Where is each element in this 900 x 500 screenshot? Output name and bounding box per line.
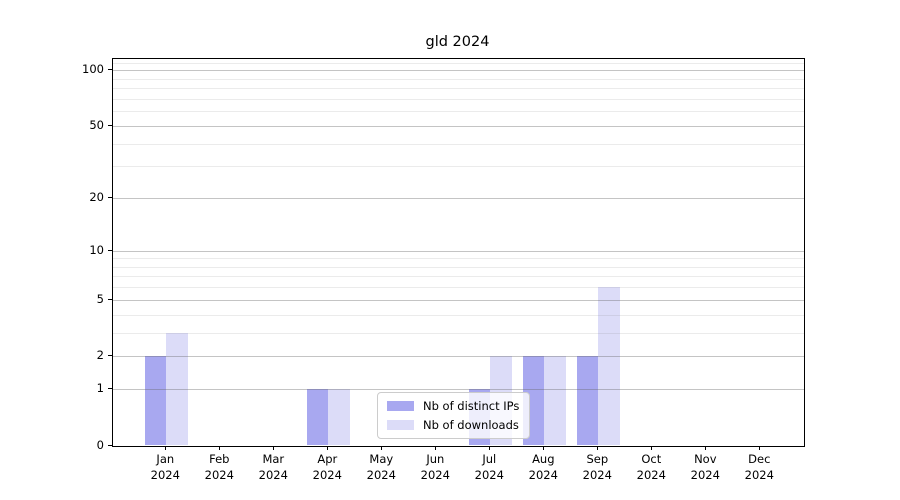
x-tick-label-jul: Jul 2024 bbox=[459, 452, 519, 483]
x-tick-label-jun: Jun 2024 bbox=[405, 452, 465, 483]
x-tick-month: Jul bbox=[482, 452, 497, 466]
y-tick-label: 10 bbox=[89, 242, 104, 257]
bar-downloads-apr bbox=[328, 389, 350, 446]
x-tick-mark bbox=[759, 445, 761, 450]
bar-distinct-ips-sep bbox=[576, 356, 599, 446]
x-tick-mark bbox=[327, 445, 329, 450]
x-tick-month: Aug bbox=[532, 452, 555, 466]
y-tick-label: 2 bbox=[96, 348, 104, 363]
x-tick-mark bbox=[597, 445, 599, 450]
legend-layer: Nb of distinct IPs Nb of downloads bbox=[113, 59, 804, 446]
y-tick-mark bbox=[108, 298, 112, 300]
x-tick-mark bbox=[165, 445, 167, 450]
x-tick-year: 2024 bbox=[204, 467, 234, 482]
x-tick-mark bbox=[381, 445, 383, 450]
legend-row: Nb of distinct IPs bbox=[387, 399, 519, 413]
plot-area: Nb of distinct IPs Nb of downloads bbox=[112, 58, 805, 447]
legend: Nb of distinct IPs Nb of downloads bbox=[377, 392, 531, 439]
x-tick-month: Jun bbox=[426, 452, 445, 466]
y-tick-mark bbox=[108, 196, 112, 198]
y-tick-mark bbox=[108, 124, 112, 126]
x-tick-year: 2024 bbox=[528, 467, 558, 482]
x-tick-month: Apr bbox=[317, 452, 338, 466]
bar-distinct-ips-apr bbox=[306, 389, 329, 446]
x-tick-mark bbox=[273, 445, 275, 450]
x-tick-month: May bbox=[369, 452, 394, 466]
legend-swatch-icon bbox=[387, 420, 414, 430]
bar-downloads-sep bbox=[598, 287, 620, 446]
x-tick-mark bbox=[651, 445, 653, 450]
chart-title: gld 2024 bbox=[425, 34, 490, 50]
x-tick-mark bbox=[489, 445, 491, 450]
bar-distinct-ips-jan bbox=[144, 356, 167, 446]
x-tick-label-nov: Nov 2024 bbox=[675, 452, 735, 483]
x-tick-mark bbox=[219, 445, 221, 450]
x-tick-year: 2024 bbox=[636, 467, 666, 482]
x-tick-year: 2024 bbox=[420, 467, 450, 482]
x-tick-label-aug: Aug 2024 bbox=[513, 452, 573, 483]
y-tick-mark bbox=[108, 444, 112, 446]
x-tick-year: 2024 bbox=[474, 467, 504, 482]
bar-downloads-jan bbox=[166, 332, 188, 446]
legend-label: Nb of downloads bbox=[423, 418, 519, 432]
x-tick-month: Feb bbox=[209, 452, 230, 466]
y-tick-mark bbox=[108, 69, 112, 71]
x-tick-month: Oct bbox=[641, 452, 662, 466]
x-tick-mark bbox=[435, 445, 437, 450]
x-tick-label-dec: Dec 2024 bbox=[729, 452, 789, 483]
x-tick-label-apr: Apr 2024 bbox=[297, 452, 357, 483]
x-tick-label-feb: Feb 2024 bbox=[189, 452, 249, 483]
x-tick-year: 2024 bbox=[150, 467, 180, 482]
x-tick-year: 2024 bbox=[312, 467, 342, 482]
y-tick-mark bbox=[108, 249, 112, 251]
x-tick-year: 2024 bbox=[366, 467, 396, 482]
x-tick-mark bbox=[705, 445, 707, 450]
y-tick-label: 100 bbox=[82, 62, 104, 77]
y-tick-label: 1 bbox=[96, 381, 104, 396]
y-tick-mark bbox=[108, 388, 112, 390]
x-tick-mark bbox=[543, 445, 545, 450]
x-tick-label-oct: Oct 2024 bbox=[621, 452, 681, 483]
x-tick-month: Jan bbox=[156, 452, 175, 466]
y-tick-label: 0 bbox=[96, 437, 104, 452]
y-tick-label: 50 bbox=[89, 117, 104, 132]
x-tick-year: 2024 bbox=[744, 467, 774, 482]
x-tick-label-mar: Mar 2024 bbox=[243, 452, 303, 483]
x-tick-label-sep: Sep 2024 bbox=[567, 452, 627, 483]
y-tick-mark bbox=[108, 355, 112, 357]
x-tick-year: 2024 bbox=[258, 467, 288, 482]
x-tick-month: Sep bbox=[586, 452, 609, 466]
legend-row: Nb of downloads bbox=[387, 418, 519, 432]
y-tick-label: 5 bbox=[96, 291, 104, 306]
x-tick-year: 2024 bbox=[582, 467, 612, 482]
x-tick-month: Nov bbox=[694, 452, 717, 466]
x-tick-month: Mar bbox=[262, 452, 285, 466]
x-tick-month: Dec bbox=[748, 452, 771, 466]
x-tick-year: 2024 bbox=[690, 467, 720, 482]
y-tick-label: 20 bbox=[89, 189, 104, 204]
legend-label: Nb of distinct IPs bbox=[423, 399, 520, 413]
bar-downloads-aug bbox=[544, 356, 566, 446]
legend-swatch-icon bbox=[387, 401, 414, 411]
x-tick-label-jan: Jan 2024 bbox=[135, 452, 195, 483]
x-tick-label-may: May 2024 bbox=[351, 452, 411, 483]
